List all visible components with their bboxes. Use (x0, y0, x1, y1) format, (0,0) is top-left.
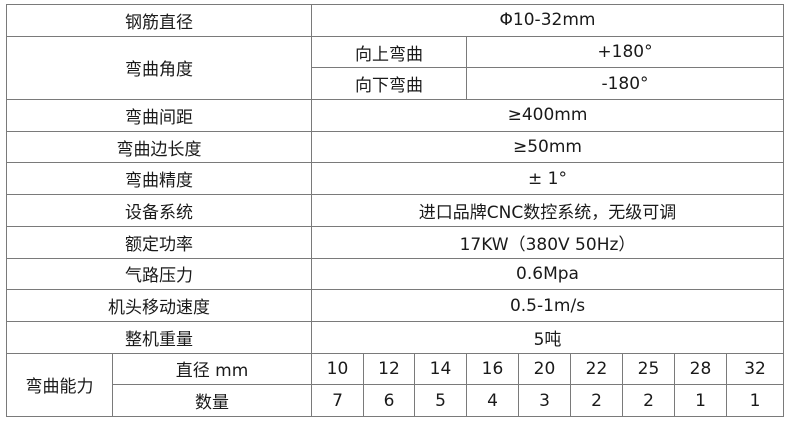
value: 0.5-1m/s (310, 289, 785, 322)
value: ≥50mm (310, 130, 785, 164)
label: 整机重量 (6, 320, 312, 354)
count-cell: 7 (311, 384, 364, 417)
row-angle-down: 向下弯曲 -180° (7, 67, 785, 101)
count-cell: 2 (622, 384, 675, 417)
row-speed: 机头移动速度 0.5-1m/s (6, 289, 785, 322)
count-cell: 6 (363, 384, 415, 417)
spec-table: 钢筋直径 Φ10-32mm 弯曲角度 向上弯曲 +180° 向下弯曲 -180°… (6, 4, 785, 417)
diameter-cell: 28 (674, 352, 727, 386)
label: 弯曲精度 (6, 162, 312, 196)
row-angle-up: 弯曲角度 向上弯曲 +180° (6, 35, 785, 101)
row-spacing: 弯曲间距 ≥400mm (6, 99, 785, 132)
label: 弯曲间距 (6, 99, 312, 132)
value: ± 1° (310, 162, 785, 196)
diameter-cell: 10 (311, 352, 364, 386)
label: 设备系统 (6, 194, 312, 227)
value: 0.6Mpa (310, 257, 785, 291)
label: 额定功率 (6, 225, 312, 259)
sublabel: 向下弯曲 (311, 67, 467, 101)
diameter-cell: 25 (622, 352, 675, 386)
row-system: 设备系统 进口品牌CNC数控系统，无级可调 (6, 194, 785, 227)
row-precision: 弯曲精度 ± 1° (6, 162, 785, 196)
value: 进口品牌CNC数控系统，无级可调 (310, 194, 785, 227)
diameter-cell: 20 (518, 352, 571, 386)
label: 弯曲边长度 (6, 130, 312, 164)
value: 17KW（380V 50Hz） (310, 225, 785, 259)
diameter-cell: 12 (363, 352, 415, 386)
row-capacity-count: 数量 7 6 5 4 3 2 2 1 1 (7, 384, 785, 417)
count-cell: 2 (570, 384, 623, 417)
diameter-cell: 16 (466, 352, 519, 386)
diameter-label: 直径 mm (112, 352, 312, 386)
diameter-cell: 14 (414, 352, 467, 386)
label: 弯曲角度 (6, 35, 312, 101)
diameter-cell: 22 (570, 352, 623, 386)
value: ≥400mm (310, 99, 785, 132)
label: 机头移动速度 (6, 289, 312, 322)
count-cell: 3 (518, 384, 571, 417)
label: 气路压力 (6, 257, 312, 291)
sublabel: 向上弯曲 (311, 35, 467, 69)
label: 钢筋直径 (6, 4, 312, 37)
diameter-cell: 32 (725, 352, 785, 386)
row-air: 气路压力 0.6Mpa (6, 257, 785, 291)
row-edge: 弯曲边长度 ≥50mm (6, 130, 785, 164)
row-power: 额定功率 17KW（380V 50Hz） (6, 225, 785, 259)
value: 5吨 (310, 320, 785, 354)
count-cell: 4 (466, 384, 519, 417)
capacity-label: 弯曲能力 (6, 352, 113, 417)
row-capacity-diameter: 弯曲能力 直径 mm 10 12 14 16 20 22 25 28 32 (6, 352, 785, 417)
row-weight: 整机重量 5吨 (6, 320, 785, 354)
count-cell: 1 (674, 384, 727, 417)
count-cell: 1 (725, 384, 785, 417)
count-cell: 5 (414, 384, 467, 417)
value: Φ10-32mm (310, 4, 785, 37)
count-label: 数量 (112, 384, 312, 417)
value: +180° (465, 35, 785, 69)
row-diameter: 钢筋直径 Φ10-32mm (6, 4, 785, 37)
value: -180° (465, 67, 785, 101)
